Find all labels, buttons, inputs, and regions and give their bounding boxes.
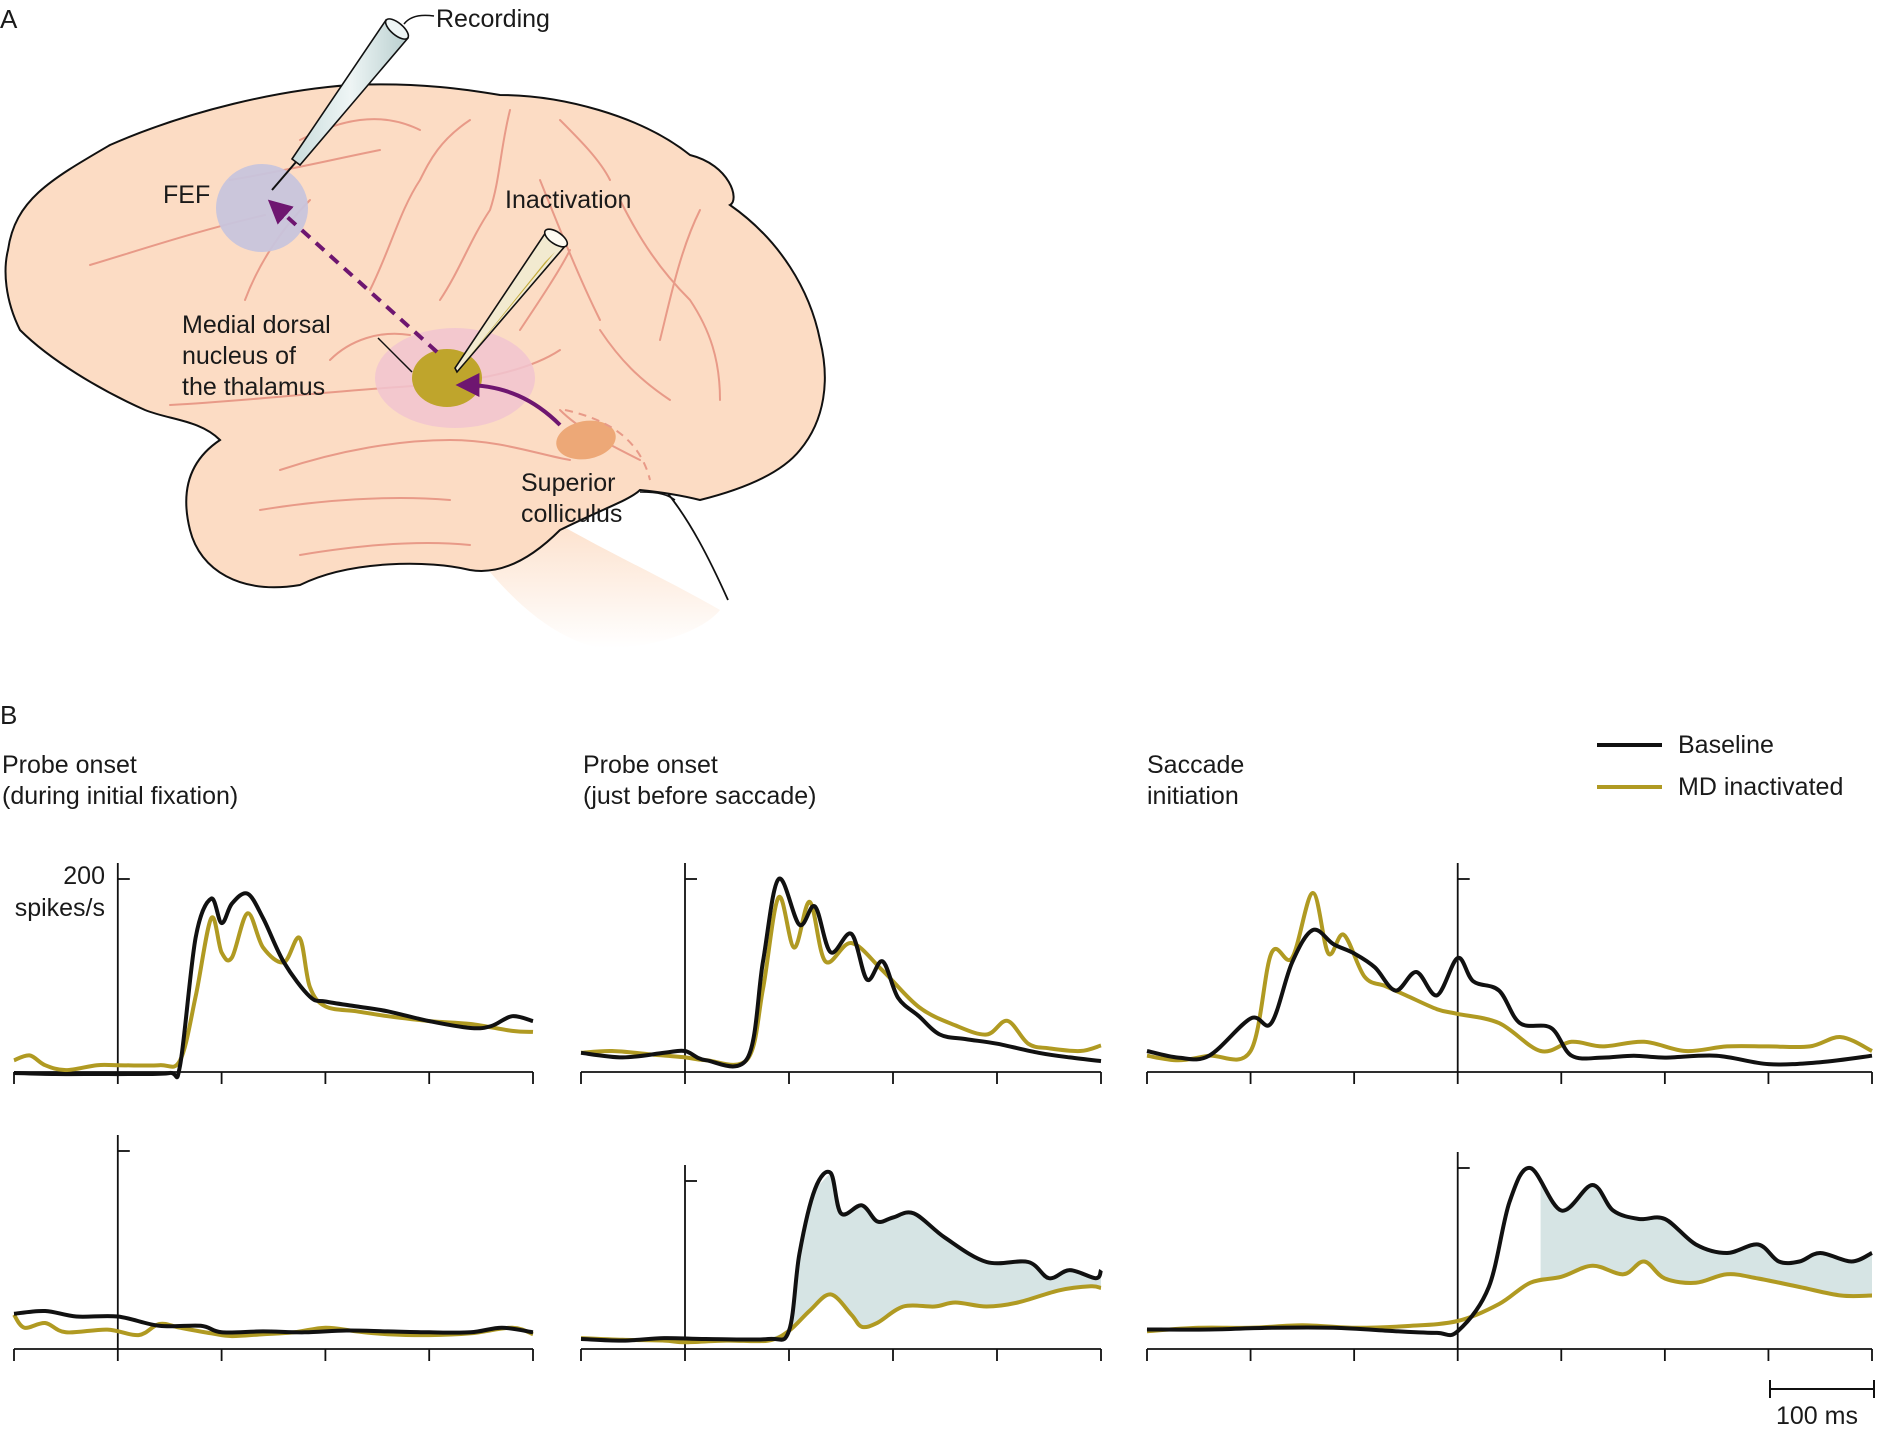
plot-b3-top xyxy=(1146,863,1873,1084)
sulcus xyxy=(279,438,571,471)
sc-label-line-1: Superior xyxy=(521,469,616,497)
baseline-md-difference-area xyxy=(1540,1182,1872,1296)
baseline-trace xyxy=(13,891,534,1080)
md-inactivated-trace xyxy=(12,1313,534,1339)
plot-b1-bottom xyxy=(12,1135,534,1361)
sulcus xyxy=(559,119,611,181)
plot-b3-bottom xyxy=(1146,1152,1873,1361)
superior-colliculus-region xyxy=(556,420,616,460)
column-2-title-line-2: (just before saccade) xyxy=(583,782,816,810)
column-1-title-line-2: (during initial fixation) xyxy=(2,782,238,810)
md-label-line-3: the thalamus xyxy=(182,373,325,401)
md-inactivated-trace xyxy=(1146,1259,1873,1334)
baseline-trace xyxy=(1146,1166,1873,1338)
md-inactivated-trace xyxy=(580,895,1102,1067)
time-scale-label: 100 ms xyxy=(1776,1402,1858,1430)
baseline-trace xyxy=(13,1308,534,1335)
recording-pipette-icon xyxy=(271,14,435,191)
fef-label: FEF xyxy=(163,181,210,209)
plot-b2-bottom xyxy=(580,1165,1103,1361)
baseline-trace xyxy=(1146,927,1873,1067)
sc-to-md-arrow xyxy=(455,373,562,427)
sulcus xyxy=(539,179,601,321)
sulcus xyxy=(599,329,671,401)
md-label-line-1: Medial dorsal xyxy=(182,311,331,339)
panel-b-label: B xyxy=(0,700,17,730)
sc-leader-line xyxy=(639,491,676,501)
sulcus xyxy=(659,209,701,341)
sulcus xyxy=(439,109,511,301)
brain-illustration xyxy=(4,14,826,649)
panel-a-label: A xyxy=(0,4,18,34)
baseline-md-difference-area xyxy=(768,1172,1101,1341)
sulcus xyxy=(519,249,571,331)
md-core xyxy=(412,349,482,407)
inactivation-label: Inactivation xyxy=(505,186,631,214)
md-to-fef-dashed-arrow xyxy=(267,199,439,354)
md-inactivated-trace xyxy=(580,1284,1102,1345)
column-2-title-line-1: Probe onset xyxy=(583,751,718,779)
legend: Baseline MD inactivated xyxy=(1597,731,1843,801)
sulcus xyxy=(619,199,721,401)
column-3-title-line-2: initiation xyxy=(1147,782,1239,810)
baseline-trace xyxy=(580,876,1102,1069)
time-scale-bar: 100 ms xyxy=(1769,1380,1875,1430)
sulcus xyxy=(259,497,451,511)
md-label-line-2: nucleus of xyxy=(182,342,296,370)
traces-plots xyxy=(12,863,1873,1361)
brainstem-outline xyxy=(664,489,729,601)
y-scale-unit: spikes/s xyxy=(15,894,105,922)
sc-label-line-2: colliculus xyxy=(521,500,622,528)
legend-baseline-label: Baseline xyxy=(1678,731,1774,759)
y-scale-value: 200 xyxy=(63,862,105,890)
recording-label: Recording xyxy=(436,5,550,33)
inactivation-pipette-icon xyxy=(454,228,569,374)
sulcus xyxy=(369,119,471,291)
superior-colliculus-dashed-outline xyxy=(564,409,651,481)
column-1-title-line-1: Probe onset xyxy=(2,751,137,779)
md-leader-line xyxy=(377,337,413,373)
md-inactivated-trace xyxy=(13,911,534,1073)
plot-b2-top xyxy=(580,863,1102,1084)
md-inactivated-trace xyxy=(1146,890,1873,1063)
plot-b1-top xyxy=(13,863,534,1084)
baseline-trace xyxy=(580,1169,1103,1343)
sulcus xyxy=(299,542,471,556)
fef-region xyxy=(216,164,308,252)
column-3-title-line-1: Saccade xyxy=(1147,751,1244,779)
legend-md-label: MD inactivated xyxy=(1678,773,1843,801)
sulcus xyxy=(329,332,411,361)
